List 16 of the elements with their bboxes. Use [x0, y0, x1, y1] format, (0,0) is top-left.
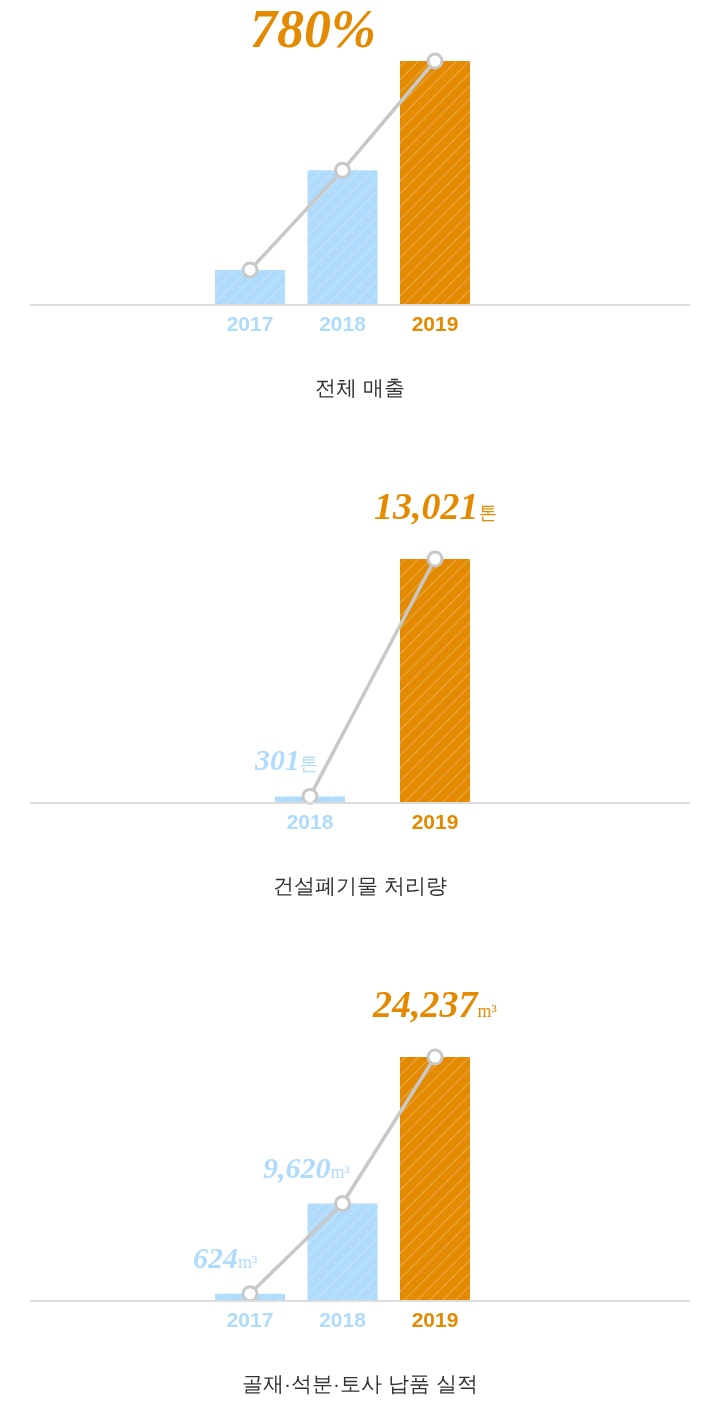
- data-label: 24,237m³: [372, 983, 498, 1025]
- data-label: 301톤: [254, 743, 318, 776]
- text: 전체 매출: [315, 376, 405, 399]
- data-label: 624m³: [193, 1241, 258, 1274]
- x-tick-label: 2018: [286, 810, 334, 834]
- data-label: 9,620m³: [263, 1151, 351, 1184]
- x-tick-label: 2019: [411, 312, 459, 336]
- x-tick-label: 2018: [319, 1308, 367, 1332]
- text: 골재·석분·토사 납품 실적: [242, 1372, 478, 1395]
- x-tick-label: 2018: [319, 312, 367, 336]
- x-tick-label: 2017: [226, 312, 274, 336]
- text: 건설폐기물 처리량: [273, 874, 447, 897]
- x-tick-label: 2019: [411, 810, 459, 834]
- annotation: 780%: [250, 0, 376, 59]
- x-tick-label: 2017: [226, 1308, 274, 1332]
- x-tick-label: 2019: [411, 1308, 459, 1332]
